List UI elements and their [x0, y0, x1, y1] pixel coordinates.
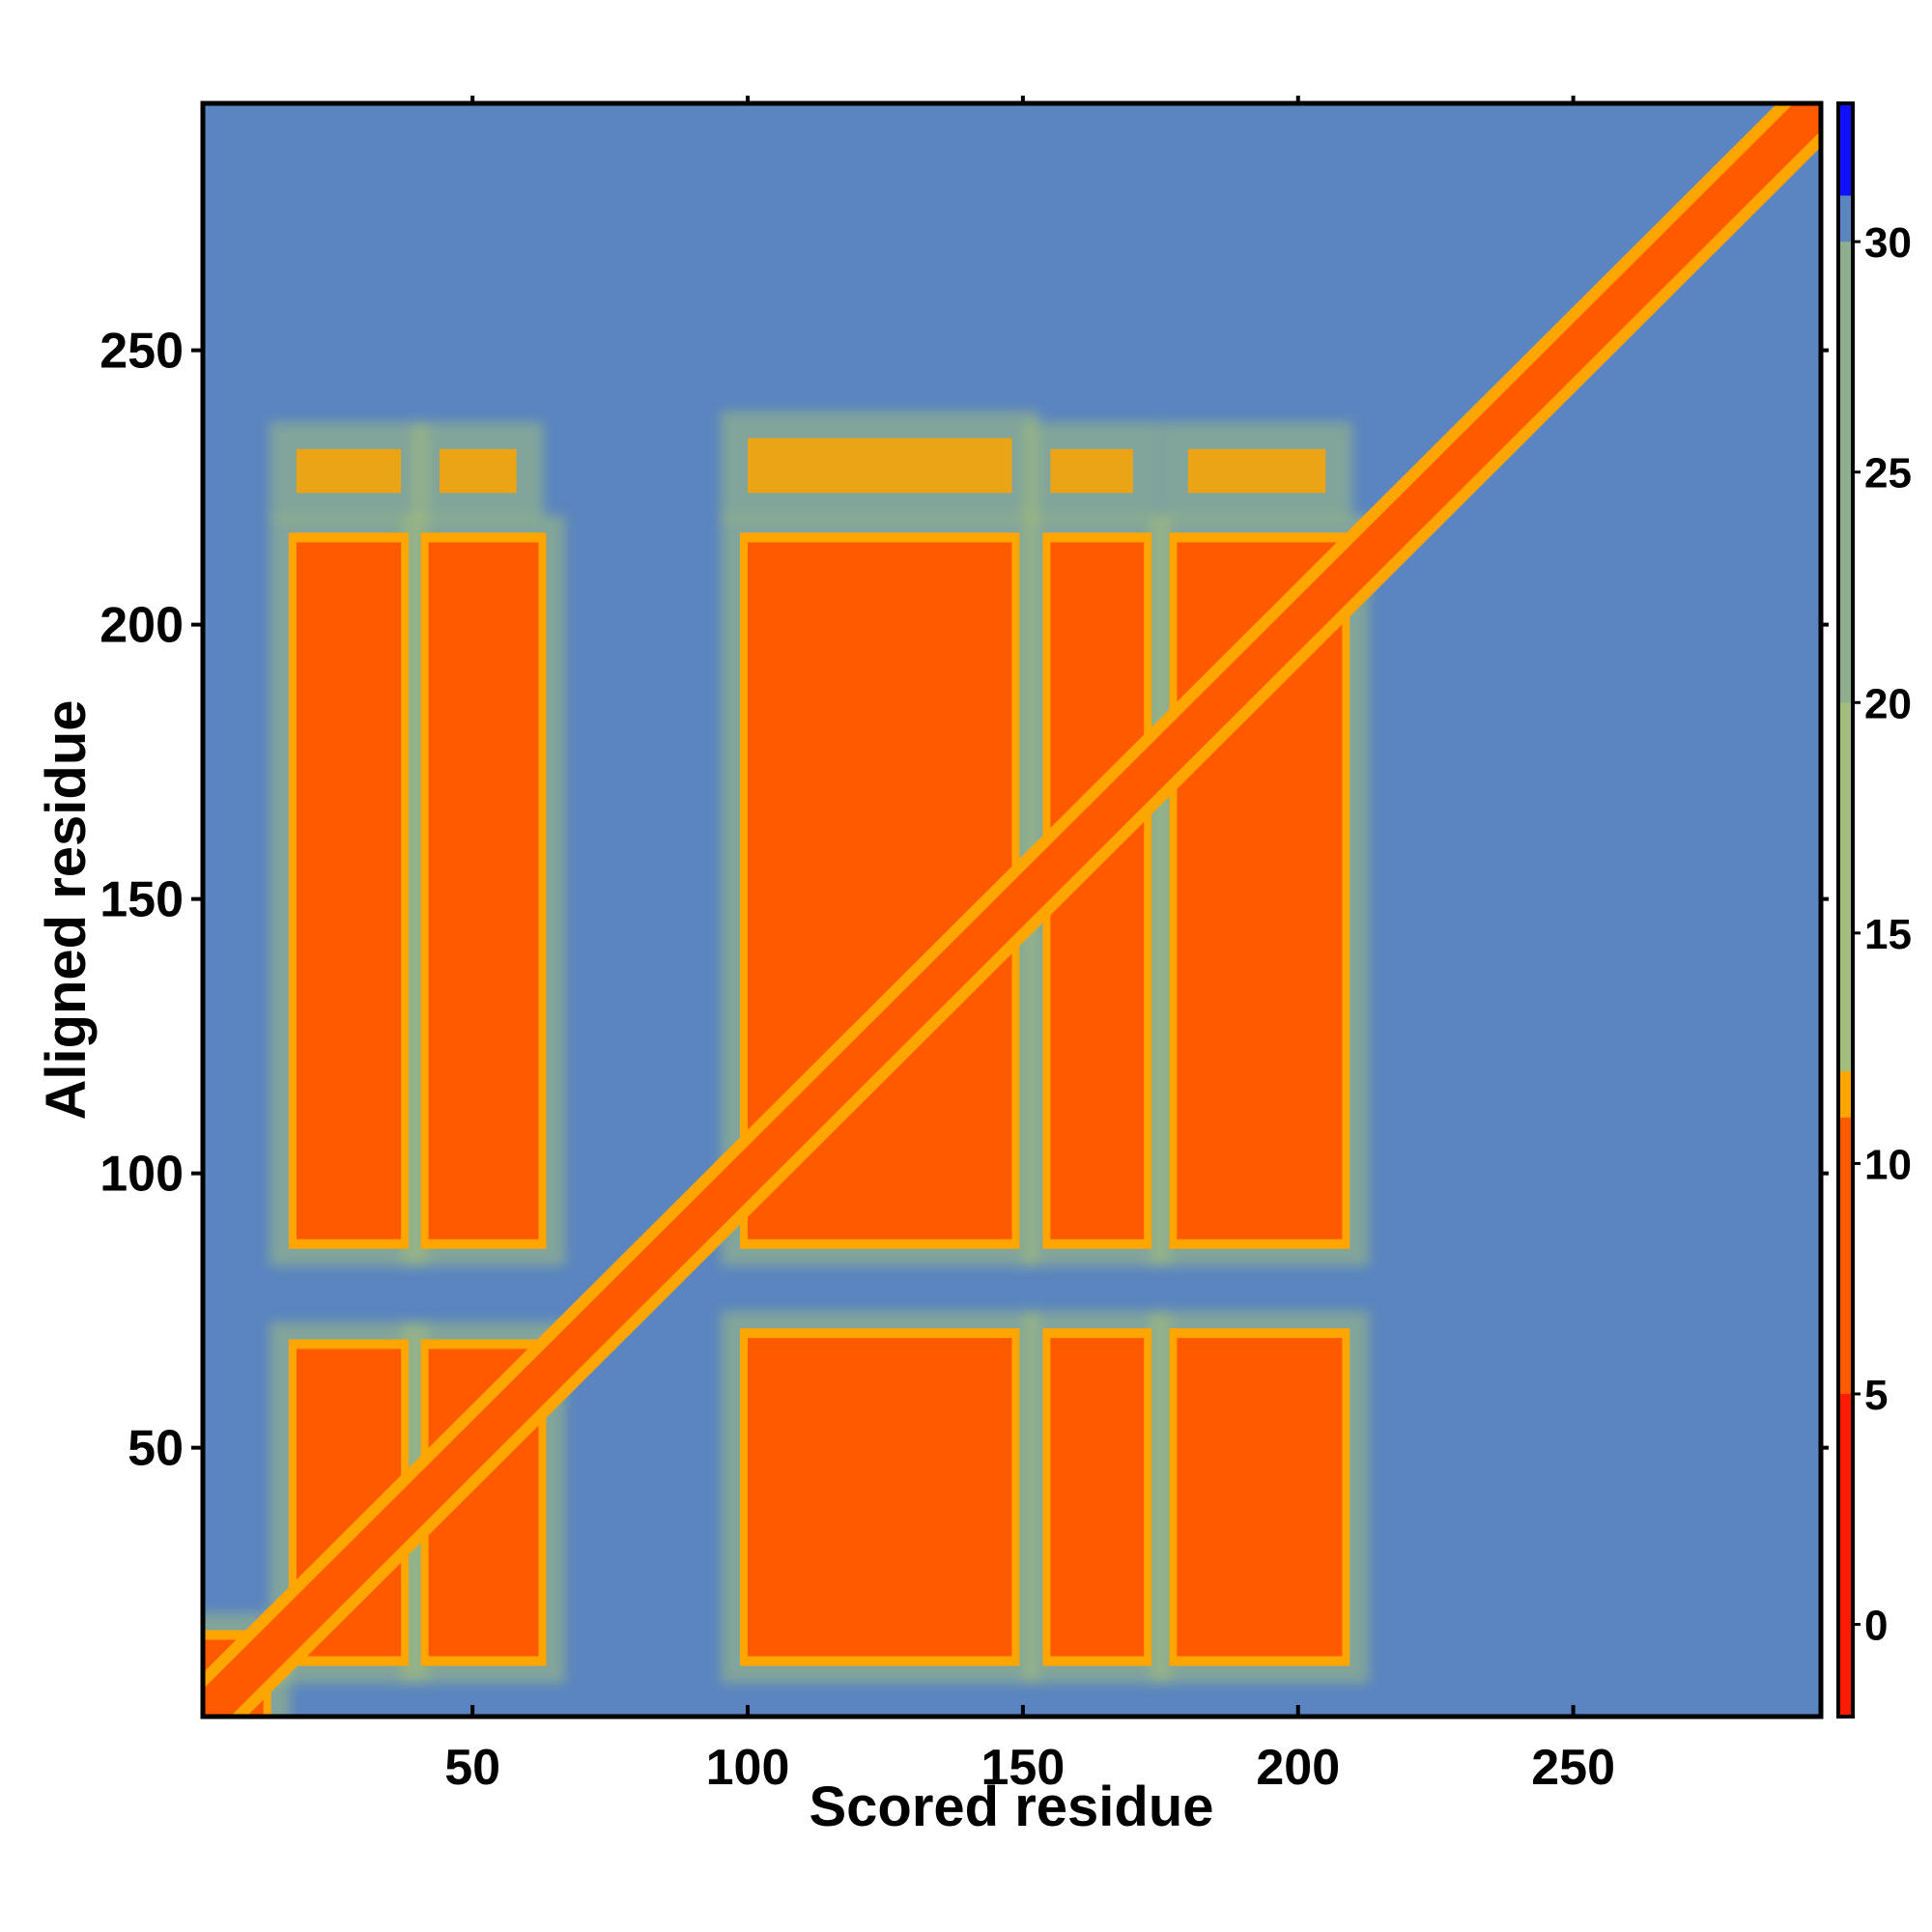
plot-frame [200, 100, 1824, 1719]
colorbar [1836, 101, 1855, 1719]
colorbar-tick-label: 20 [1864, 680, 1912, 727]
x-tick-label: 200 [1256, 1740, 1340, 1796]
y-tick-label: 250 [99, 324, 184, 380]
y-axis-title: Aligned residue [35, 699, 98, 1120]
diagonal-core [203, 103, 1821, 1717]
x-tick-label: 100 [706, 1740, 790, 1796]
heatmap-cell-core [305, 554, 392, 1228]
x-tick-label: 50 [444, 1740, 500, 1796]
heatmap-cell [1187, 448, 1326, 494]
heatmap-cell-core [438, 554, 529, 1228]
heatmap-layer [203, 103, 1821, 1717]
colorbar-tick-label: 30 [1864, 219, 1912, 267]
y-tick-label: 50 [128, 1421, 184, 1477]
colorbar-tick-label: 0 [1864, 1603, 1888, 1650]
x-axis-ticks: 50 100 150 200 250 [444, 96, 1615, 1796]
heatmap-cell [1050, 448, 1133, 494]
heatmap-cell-core [1060, 1350, 1135, 1645]
x-axis-title: Scored residue [809, 1776, 1213, 1838]
colorbar-tick-label: 5 [1864, 1372, 1888, 1419]
heatmap-cell [296, 448, 402, 494]
y-tick-label: 100 [99, 1147, 184, 1203]
y-tick-label: 150 [99, 872, 184, 928]
y-tick-label: 200 [99, 598, 184, 654]
heatmap-cell [748, 438, 1012, 494]
x-tick-label: 150 [981, 1740, 1065, 1796]
x-tick-label: 250 [1531, 1740, 1615, 1796]
colorbar-tick-label: 25 [1864, 450, 1912, 497]
heatmap-cell-core [1186, 1350, 1333, 1645]
y-axis-ticks: 50 100 150 200 250 [99, 324, 1829, 1477]
heatmap-cell-core [757, 1350, 1003, 1645]
colorbar-tick-label: 10 [1864, 1141, 1912, 1188]
colorbar-tick-label: 15 [1864, 911, 1912, 958]
colorbar-ticks: 0 5 10 15 20 25 30 [1853, 219, 1912, 1650]
heatmap-cell [439, 448, 517, 494]
